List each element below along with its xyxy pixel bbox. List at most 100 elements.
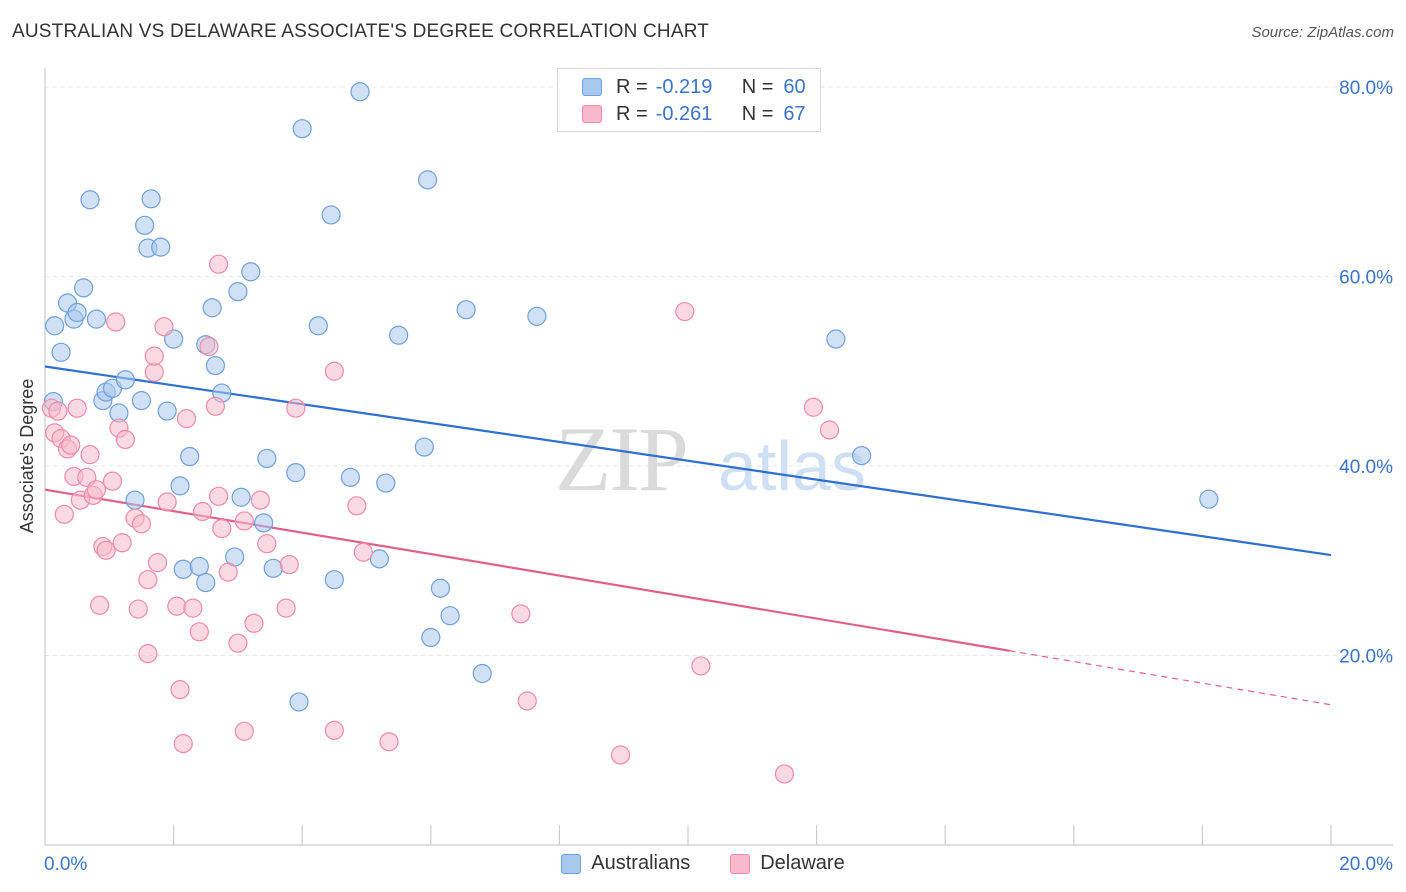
australians-point [376, 473, 396, 493]
australians-point [141, 189, 161, 209]
australians-point [51, 342, 71, 362]
australians-point [369, 549, 389, 569]
australians-point [340, 467, 361, 487]
delaware-point [102, 471, 123, 491]
x-tick-label: 20.0% [1339, 854, 1393, 875]
trend-line-australians [44, 365, 1332, 557]
australians-point [414, 437, 434, 457]
australians-point [263, 558, 283, 578]
delaware-point [691, 656, 711, 676]
legend-label-australians: Australians [591, 852, 691, 874]
delaware-legend-swatch [730, 853, 751, 874]
delaware-point [183, 598, 203, 618]
australians-point [286, 463, 306, 483]
delaware-point [379, 732, 399, 752]
australians-point [308, 316, 328, 336]
delaware-point [250, 490, 271, 510]
gridlines [45, 86, 1393, 656]
delaware-point [144, 362, 164, 382]
delaware-point [106, 312, 126, 332]
r-label: R = [616, 75, 648, 98]
n-label: N = [741, 102, 774, 125]
delaware-point [228, 633, 248, 653]
australians-point [157, 401, 177, 421]
australians-point [151, 237, 171, 257]
australians-point [456, 300, 476, 320]
legend-item-australians[interactable]: Australians [561, 852, 690, 875]
n-value: 67 [783, 102, 806, 125]
delaware-point [244, 613, 264, 633]
australians-point [180, 446, 200, 467]
delaware-point [138, 644, 158, 664]
delaware-point [218, 562, 238, 582]
australians-point [45, 316, 65, 336]
australians-point [231, 487, 251, 507]
australians-point [189, 556, 209, 577]
australians-point [321, 205, 341, 225]
australians-point [527, 306, 547, 326]
delaware-point [67, 398, 87, 418]
australians-point [257, 448, 277, 469]
delaware-point [61, 435, 81, 455]
delaware-point [115, 429, 135, 450]
delaware-point [276, 598, 296, 618]
axes [44, 68, 1393, 846]
y-tick-label: 80.0% [1339, 78, 1393, 99]
delaware-point [774, 764, 795, 784]
australians-point [173, 559, 193, 579]
australians-point [170, 476, 190, 496]
delaware-point [209, 486, 229, 506]
x-tick-label: 0.0% [44, 854, 87, 875]
delaware-point [511, 604, 531, 624]
n-label: N = [741, 75, 774, 98]
source-attribution: Source: ZipAtlas.com [1251, 24, 1394, 41]
australians-point [440, 606, 460, 626]
stats-row-australians: R = -0.219 N = 60 [582, 75, 806, 99]
legend-item-delaware[interactable]: Delaware [730, 852, 845, 875]
australians-swatch [582, 78, 602, 96]
delaware-swatch [582, 105, 602, 123]
delaware-point [279, 554, 299, 575]
delaware-point [167, 596, 187, 616]
r-value: -0.219 [655, 75, 713, 98]
delaware-point [192, 501, 213, 522]
australians-point [80, 190, 100, 210]
delaware-point [90, 595, 110, 615]
australians-point [241, 262, 261, 282]
australians-point [289, 692, 309, 712]
stats-row-delaware: R = -0.261 N = 67 [582, 102, 806, 126]
australians-point [202, 298, 222, 318]
australians-point [852, 445, 872, 466]
delaware-point [286, 398, 306, 418]
delaware-point [257, 534, 277, 554]
legend-label-delaware: Delaware [760, 852, 845, 874]
australians-point [135, 215, 155, 235]
delaware-point [610, 745, 631, 765]
delaware-point [128, 599, 148, 619]
australians-point [826, 329, 846, 349]
delaware-point [205, 396, 225, 416]
r-label: R = [616, 102, 648, 125]
delaware-point [144, 346, 164, 366]
delaware-point [112, 533, 132, 553]
watermark-zip: ZIP [555, 408, 687, 510]
delaware-point [157, 492, 177, 512]
n-value: 60 [783, 75, 806, 98]
australians-point [1199, 489, 1219, 509]
delaware-point [96, 540, 116, 560]
chart-title: AUSTRALIAN VS DELAWARE ASSOCIATE'S DEGRE… [12, 21, 710, 42]
delaware-point [803, 397, 823, 417]
delaware-point [212, 518, 232, 539]
delaware-point [54, 504, 74, 524]
delaware-point [80, 445, 100, 465]
australians-point [430, 578, 451, 598]
australians-point [389, 325, 409, 345]
delaware-point [48, 401, 68, 421]
australians-point [115, 370, 135, 390]
delaware-point [176, 409, 197, 429]
delaware-point [517, 691, 537, 711]
australians-point [421, 627, 441, 648]
australians-point [86, 309, 107, 329]
australians-point [196, 572, 216, 593]
